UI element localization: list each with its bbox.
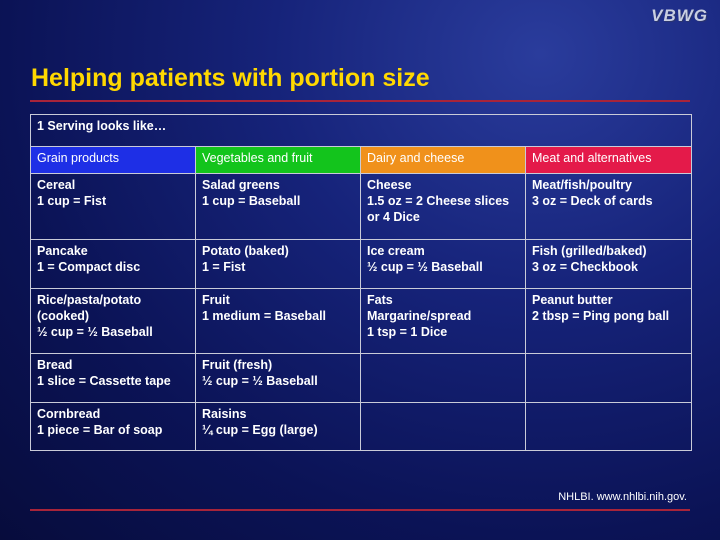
table-row: Pancake 1 = Compact disc Potato (baked) … xyxy=(30,239,693,289)
table-cell: Peanut butter 2 tbsp = Ping pong ball xyxy=(524,288,693,354)
table-cell: Cornbread 1 piece = Bar of soap xyxy=(30,402,196,451)
source-citation: NHLBI. www.nhlbi.nih.gov. xyxy=(558,491,687,503)
header-grain-products: Grain products xyxy=(30,146,196,174)
table-cell: Salad greens 1 cup = Baseball xyxy=(195,173,361,240)
header-dairy-and-cheese: Dairy and cheese xyxy=(360,146,526,174)
title-divider xyxy=(30,100,690,102)
table-cell: Potato (baked) 1 = Fist xyxy=(195,239,361,289)
table-cell xyxy=(524,353,693,403)
table-row: Rice/pasta/potato (cooked) ½ cup = ½ Bas… xyxy=(30,288,693,354)
serving-size-table: 1 Serving looks like… Grain products Veg… xyxy=(29,114,693,451)
table-cell: Meat/fish/poultry 3 oz = Deck of cards xyxy=(524,173,693,240)
table-cell: Fats Margarine/spread 1 tsp = 1 Dice xyxy=(360,288,526,354)
table-cell: Fruit (fresh) ½ cup = ½ Baseball xyxy=(195,353,361,403)
table-cell: Bread 1 slice = Cassette tape xyxy=(30,353,196,403)
slide-title: Helping patients with portion size xyxy=(31,64,430,92)
table-row: Cereal 1 cup = Fist Salad greens 1 cup =… xyxy=(30,173,693,240)
footer-divider xyxy=(30,509,690,511)
header-vegetables-and-fruit: Vegetables and fruit xyxy=(195,146,361,174)
table-cell xyxy=(360,353,526,403)
table-cell: Cereal 1 cup = Fist xyxy=(30,173,196,240)
table-cell: Fish (grilled/baked) 3 oz = Checkbook xyxy=(524,239,693,289)
table-cell: Pancake 1 = Compact disc xyxy=(30,239,196,289)
table-caption: 1 Serving looks like… xyxy=(29,114,693,147)
table-cell: Fruit 1 medium = Baseball xyxy=(195,288,361,354)
vbwg-logo: VBWG xyxy=(651,6,708,25)
table-cell xyxy=(360,402,526,451)
table-cell: Raisins ¼ cup = Egg (large) xyxy=(195,402,361,451)
table-cell: Cheese 1.5 oz = 2 Cheese slices or 4 Dic… xyxy=(360,173,526,240)
table-cell: Rice/pasta/potato (cooked) ½ cup = ½ Bas… xyxy=(30,288,196,354)
table-row: Bread 1 slice = Cassette tape Fruit (fre… xyxy=(30,353,693,403)
table-cell xyxy=(524,402,693,451)
header-meat-and-alternatives: Meat and alternatives xyxy=(524,146,693,174)
table-row: Cornbread 1 piece = Bar of soap Raisins … xyxy=(30,402,693,451)
table-cell: Ice cream ½ cup = ½ Baseball xyxy=(360,239,526,289)
